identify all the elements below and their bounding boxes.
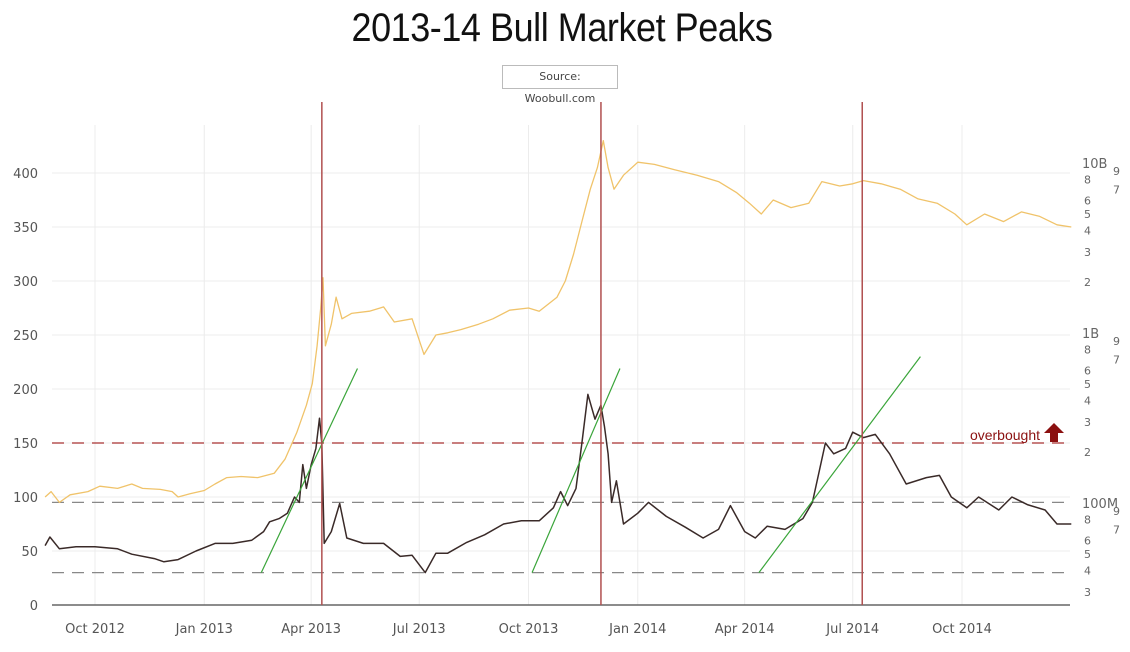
right-axis-tick-label: 6 [1084, 195, 1091, 208]
y-tick-label: 100 [13, 491, 38, 506]
x-tick-label: Apr 2014 [715, 622, 775, 637]
chart-title: 2013-14 Bull Market Peaks [351, 6, 773, 50]
x-tick-label: Oct 2013 [499, 622, 559, 637]
right-axis-tick-label: 2 [1084, 446, 1091, 459]
x-tick-label: Apr 2013 [281, 622, 341, 637]
right-axis-tick-label: 3 [1084, 246, 1091, 259]
right-axis-tick-label: 9 [1113, 335, 1120, 348]
right-axis-tick-label: 10B [1082, 157, 1107, 172]
price-line [44, 139, 1072, 504]
x-tick-label: Jan 2014 [608, 622, 666, 637]
right-axis-tick-label: 4 [1084, 225, 1091, 238]
x-tick-label: Jul 2013 [392, 622, 446, 637]
source-box: Source: Woobull.com [502, 65, 618, 105]
y-tick-label: 400 [13, 167, 38, 182]
right-axis-tick-label: 9 [1113, 505, 1120, 518]
overbought-label: overbought [970, 427, 1040, 443]
right-axis-tick-label: 7 [1113, 183, 1120, 196]
y-tick-label: 50 [21, 545, 38, 560]
right-axis-tick-label: 1B [1082, 327, 1099, 342]
right-axis-tick-label: 6 [1084, 365, 1091, 378]
y-tick-label: 150 [13, 437, 38, 452]
right-axis-tick-label: 4 [1084, 395, 1091, 408]
x-tick-label: Jan 2013 [175, 622, 233, 637]
x-tick-label: Jul 2014 [825, 622, 879, 637]
right-axis-tick-label: 8 [1084, 513, 1091, 526]
y-tick-label: 0 [30, 599, 38, 614]
x-tick-label: Oct 2012 [65, 622, 125, 637]
right-axis-tick-label: 7 [1113, 523, 1120, 536]
right-axis-tick-label: 100M [1082, 497, 1118, 512]
right-axis-tick-label: 6 [1084, 535, 1091, 548]
right-axis-tick-label: 4 [1084, 565, 1091, 578]
y-tick-label: 300 [13, 275, 38, 290]
right-axis-tick-label: 5 [1084, 548, 1091, 561]
right-axis-tick-label: 8 [1084, 343, 1091, 356]
y-tick-label: 250 [13, 329, 38, 344]
trend-line [531, 368, 621, 573]
right-axis-tick-label: 5 [1084, 378, 1091, 391]
y-tick-label: 200 [13, 383, 38, 398]
arrow-up-icon [1044, 423, 1064, 442]
y-tick-label: 350 [13, 221, 38, 236]
right-axis-tick-label: 8 [1084, 173, 1091, 186]
trend-line [260, 368, 359, 573]
right-axis-tick-label: 9 [1113, 165, 1120, 178]
right-axis-tick-label: 3 [1084, 416, 1091, 429]
x-tick-label: Oct 2014 [932, 622, 992, 637]
oscillator-line [44, 393, 1072, 574]
right-axis-tick-label: 2 [1084, 276, 1091, 289]
trend-line [758, 356, 921, 573]
right-axis-tick-label: 5 [1084, 208, 1091, 221]
right-axis-tick-label: 3 [1084, 586, 1091, 599]
right-axis-tick-label: 7 [1113, 353, 1120, 366]
